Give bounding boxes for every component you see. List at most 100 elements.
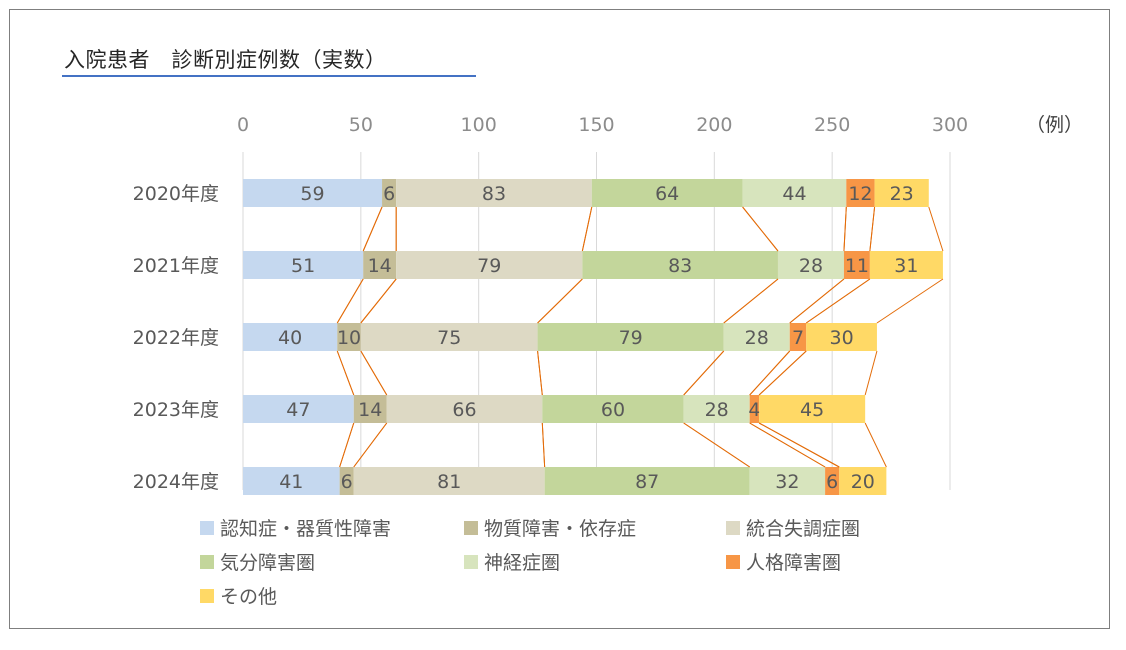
series-line [360, 350, 388, 396]
series-line [353, 422, 388, 468]
legend-swatch [726, 520, 740, 535]
data-label: 28 [705, 399, 729, 421]
x-tick-label: 50 [349, 114, 373, 136]
x-tick-label: 200 [696, 114, 732, 136]
bar-segment [749, 395, 760, 423]
data-label: 59 [300, 183, 324, 205]
data-label: 40 [278, 327, 302, 349]
legend-item: 神経症圏 [464, 548, 560, 575]
x-tick-label: 0 [237, 114, 249, 136]
bar-segment [353, 467, 545, 495]
data-label: 79 [619, 327, 643, 349]
series-line [869, 206, 876, 252]
data-label: 28 [799, 255, 823, 277]
legend-item: 気分障害圏 [200, 548, 315, 575]
data-label: 6 [341, 471, 353, 493]
data-label: 51 [291, 255, 315, 277]
series-line [360, 278, 397, 324]
data-label: 20 [851, 471, 875, 493]
data-label: 41 [279, 471, 303, 493]
category-label: 2021年度 [133, 255, 219, 277]
series-line [749, 422, 826, 468]
series-lines [336, 206, 944, 468]
data-label: 75 [437, 327, 461, 349]
bar-segment [749, 467, 826, 495]
data-label: 64 [655, 183, 679, 205]
series-line [758, 422, 840, 468]
legend-label: 物質障害・依存症 [484, 518, 637, 540]
data-label: 83 [482, 183, 506, 205]
series-line [723, 278, 779, 324]
data-label: 11 [845, 255, 869, 277]
data-label: 60 [601, 399, 625, 421]
category-label: 2024年度 [133, 471, 219, 493]
series-line [336, 278, 364, 324]
bar-segment [396, 251, 583, 279]
series-line [336, 350, 355, 396]
x-tick-label: 100 [461, 114, 497, 136]
chart-frame [9, 9, 1110, 629]
data-label: 4 [748, 399, 760, 421]
series-line [805, 278, 871, 324]
legend-label: 統合失調症圏 [746, 518, 861, 540]
bar-segment [683, 395, 750, 423]
series-line [339, 422, 355, 468]
bar-segment [843, 251, 870, 279]
bar-segment [243, 395, 354, 423]
chart-title: 入院患者 診断別症例数（実数） [64, 48, 387, 72]
bar-segment [360, 323, 538, 351]
series-line [758, 350, 807, 396]
series-line [864, 350, 878, 396]
bar-segment [544, 467, 750, 495]
legend-swatch [200, 520, 214, 535]
x-tick-label: 250 [814, 114, 850, 136]
data-label: 32 [775, 471, 799, 493]
bar-segment [869, 251, 943, 279]
bar-segment [839, 467, 887, 495]
legend-label: 認知症・器質性障害 [220, 518, 392, 540]
x-axis-ticks: 0 50 100 150 200 250 300 [237, 114, 968, 136]
legend-item: 人格障害圏 [726, 548, 841, 575]
unit-label: （例） [1026, 114, 1083, 136]
data-label: 81 [437, 471, 461, 493]
series-line [581, 206, 593, 252]
bar-segment [582, 251, 778, 279]
bar-segment [759, 395, 866, 423]
legend-item: 統合失調症圏 [726, 514, 860, 541]
data-label: 45 [800, 399, 824, 421]
grid-lines [242, 152, 951, 490]
series-line [928, 206, 944, 252]
legend-swatch [464, 520, 478, 535]
series-line [362, 206, 383, 252]
bar-segment [825, 467, 840, 495]
category-labels: 2020年度 2021年度 2022年度 2023年度 2024年度 [133, 183, 219, 493]
bar-segment [337, 323, 361, 351]
bar-segment [243, 323, 338, 351]
bar-segment [723, 323, 790, 351]
bar-segment [396, 179, 592, 207]
data-label: 83 [668, 255, 692, 277]
data-label: 14 [368, 255, 392, 277]
data-label: 10 [337, 327, 361, 349]
bar-segment [353, 395, 387, 423]
legend-item: その他 [200, 582, 277, 609]
data-label: 6 [826, 471, 838, 493]
bar-segment [382, 179, 397, 207]
category-label: 2020年度 [133, 183, 219, 205]
title-underline [62, 75, 476, 77]
data-label: 28 [745, 327, 769, 349]
series-line [749, 350, 791, 396]
bar-segment [243, 251, 364, 279]
legend-label: 気分障害圏 [220, 552, 316, 574]
data-label: 6 [383, 183, 395, 205]
legend-label: その他 [220, 586, 278, 608]
bar-segment [591, 179, 743, 207]
bar-segment [789, 323, 807, 351]
data-label: 47 [286, 399, 310, 421]
data-label: 87 [635, 471, 659, 493]
data-label: 23 [890, 183, 914, 205]
series-line [789, 278, 845, 324]
bar-segment [846, 179, 875, 207]
series-line [864, 422, 887, 468]
